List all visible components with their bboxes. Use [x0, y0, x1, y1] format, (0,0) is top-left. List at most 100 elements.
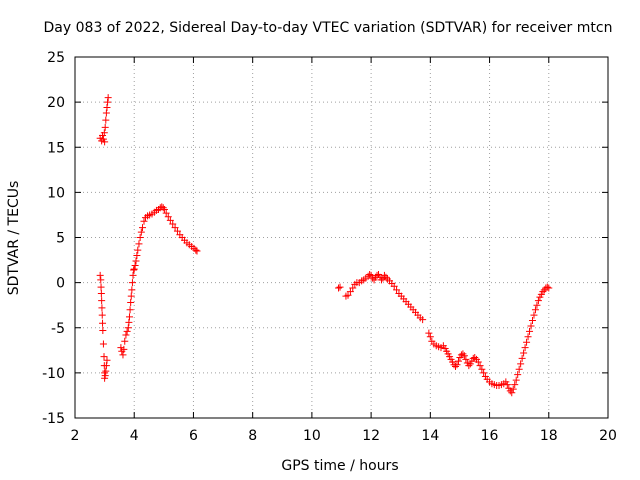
- data-point: [101, 138, 109, 146]
- data-point: [426, 333, 434, 341]
- x-tick-label: 8: [248, 428, 257, 444]
- data-point: [99, 340, 107, 348]
- data-point: [134, 246, 142, 254]
- data-point: [127, 292, 135, 300]
- data-point: [476, 362, 484, 370]
- x-tick-label: 14: [421, 428, 439, 444]
- data-point: [97, 283, 105, 291]
- data-point: [480, 369, 488, 377]
- data-point: [122, 331, 130, 339]
- data-point: [98, 137, 106, 145]
- y-tick-label: 15: [47, 140, 65, 156]
- x-tick-labels: 2 4 6 8 10 12 14 16 18 20: [71, 428, 617, 444]
- data-point: [425, 329, 433, 337]
- data-point: [543, 283, 551, 291]
- data-point: [377, 276, 385, 284]
- data-point: [453, 361, 461, 369]
- data-point: [545, 284, 553, 292]
- data-point: [100, 353, 108, 361]
- data-point: [130, 265, 138, 273]
- data-point: [518, 354, 526, 362]
- data-point: [462, 355, 470, 363]
- y-tick-label: -5: [51, 321, 65, 337]
- chart-title: Day 083 of 2022, Sidereal Day-to-day VTE…: [44, 20, 613, 36]
- data-point: [121, 337, 129, 345]
- data-point: [393, 286, 401, 294]
- data-point: [125, 318, 133, 326]
- data-point: [97, 289, 105, 297]
- data-point: [509, 385, 517, 393]
- data-point: [193, 247, 201, 255]
- data-point: [380, 271, 388, 279]
- data-point: [508, 389, 516, 397]
- data-point: [344, 291, 352, 299]
- data-point: [530, 311, 538, 319]
- data-point: [534, 297, 542, 305]
- data-point: [474, 358, 482, 366]
- data-point: [173, 227, 181, 235]
- data-point: [335, 284, 343, 292]
- data-point: [526, 327, 534, 335]
- data-point: [135, 240, 143, 248]
- data-point: [139, 224, 147, 232]
- data-point: [454, 357, 462, 365]
- data-point: [469, 354, 477, 362]
- data-point: [100, 129, 108, 137]
- data-point: [159, 204, 167, 212]
- data-point: [539, 288, 547, 296]
- data-point: [104, 94, 112, 102]
- data-point: [527, 322, 535, 330]
- data-point: [520, 349, 528, 357]
- data-point: [364, 272, 372, 280]
- data-point: [452, 363, 460, 371]
- data-point: [102, 367, 110, 375]
- y-axis-label: SDTVAR / TECUs: [6, 181, 22, 296]
- data-point: [366, 271, 374, 279]
- data-point: [382, 273, 390, 281]
- data-point: [471, 354, 479, 362]
- data-point: [97, 276, 105, 284]
- data-point: [373, 271, 381, 279]
- data-point: [136, 234, 144, 241]
- data-point: [117, 344, 125, 352]
- plot-frame: [74, 56, 609, 419]
- data-point: [515, 365, 523, 373]
- grid-lines: [75, 57, 608, 418]
- data-point: [528, 317, 536, 325]
- data-point: [171, 224, 179, 232]
- x-tick-label: 12: [362, 428, 380, 444]
- data-point: [102, 116, 110, 124]
- y-tick-label: 5: [56, 231, 65, 247]
- x-tick-label: 16: [481, 428, 499, 444]
- data-point: [506, 387, 514, 395]
- y-tick-label: 25: [47, 50, 65, 66]
- data-series: [96, 94, 553, 397]
- data-point: [96, 271, 104, 279]
- data-point: [131, 261, 139, 269]
- data-point: [164, 213, 172, 221]
- data-point: [99, 326, 107, 334]
- data-point: [132, 257, 140, 265]
- data-point: [98, 297, 106, 305]
- data-point: [524, 333, 532, 341]
- data-point: [346, 288, 354, 296]
- data-point: [137, 228, 145, 236]
- data-point: [125, 313, 133, 321]
- data-point: [126, 306, 134, 314]
- data-point: [129, 271, 137, 279]
- data-point: [169, 220, 177, 228]
- x-axis-label: GPS time / hours: [281, 458, 398, 474]
- x-tick-label: 2: [71, 428, 80, 444]
- y-tick-label: -15: [42, 411, 65, 427]
- data-point: [102, 362, 110, 370]
- data-point: [128, 286, 136, 294]
- y-tick-label: 10: [47, 185, 65, 201]
- data-point: [104, 98, 112, 106]
- data-point: [460, 352, 468, 360]
- data-point: [103, 104, 111, 112]
- data-point: [465, 362, 473, 370]
- data-point: [166, 216, 174, 224]
- data-point: [503, 381, 511, 389]
- data-point: [102, 109, 110, 117]
